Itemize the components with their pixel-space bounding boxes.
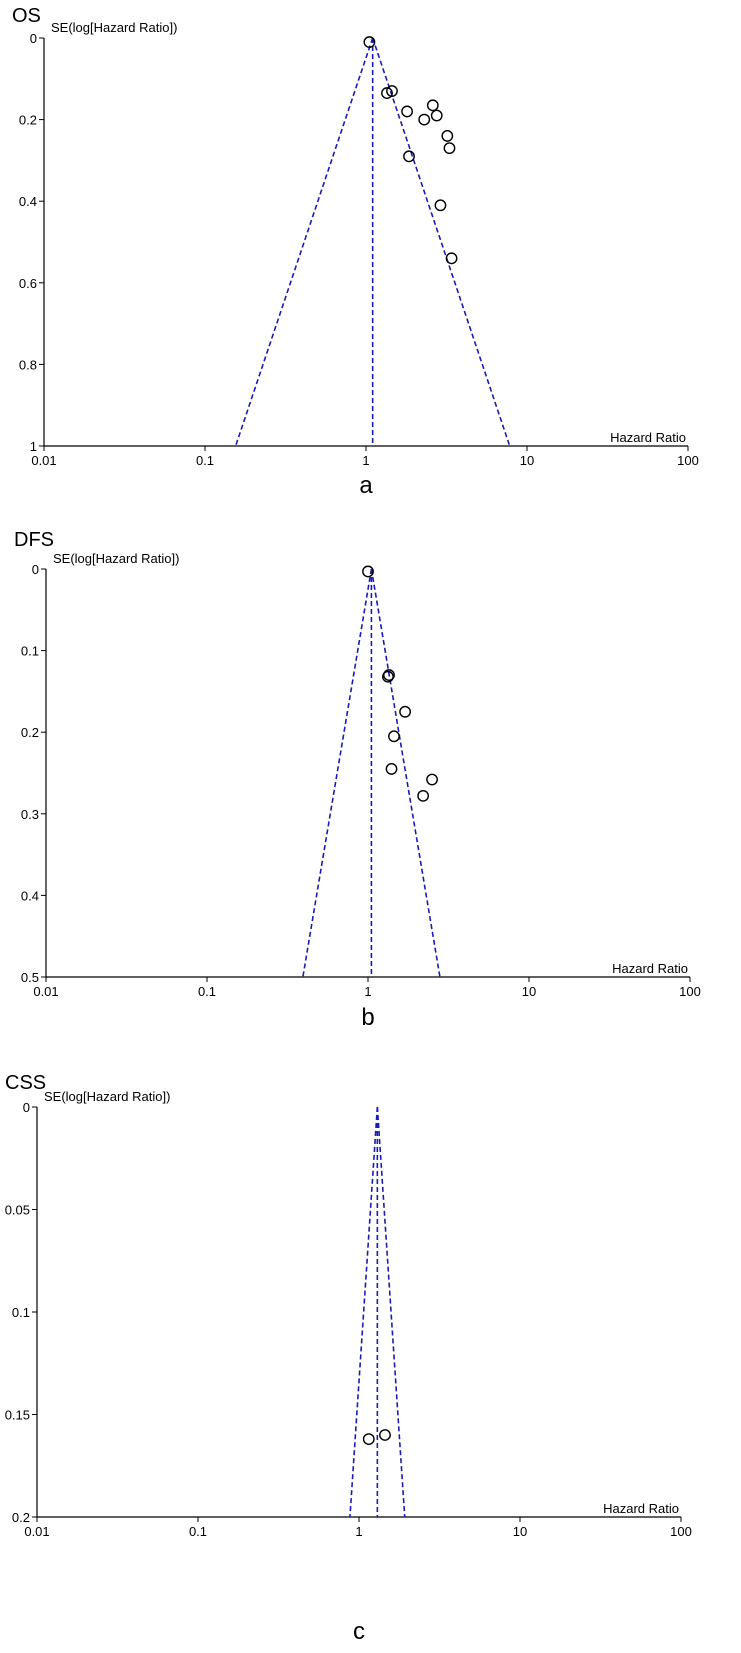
x-axis-label: Hazard Ratio xyxy=(610,430,686,445)
funnel-upper-ci-line xyxy=(371,37,511,447)
study-point xyxy=(426,99,439,112)
x-tick-label: 10 xyxy=(522,984,536,999)
y-tick-label: 0.05 xyxy=(5,1203,30,1218)
study-point xyxy=(388,730,400,743)
funnel-lower-ci-line xyxy=(349,1106,379,1518)
y-axis-label: SE(log[Hazard Ratio]) xyxy=(53,551,179,566)
y-tick-label: 0 xyxy=(32,562,39,577)
study-point xyxy=(401,105,413,118)
x-tick-label: 0.1 xyxy=(196,453,214,468)
y-tick-label: 0.3 xyxy=(21,807,39,822)
x-tick-label: 0.01 xyxy=(33,984,58,999)
study-point xyxy=(426,773,438,786)
x-tick-label: 0.1 xyxy=(198,984,216,999)
panel-label: b xyxy=(361,1004,374,1031)
study-point xyxy=(434,199,447,212)
x-tick-label: 100 xyxy=(677,453,699,468)
study-point xyxy=(362,1433,375,1446)
study-point xyxy=(363,36,376,48)
funnel-lower-ci-line xyxy=(302,568,373,978)
funnel-upper-ci-line xyxy=(370,568,441,978)
panel-label: a xyxy=(359,472,373,499)
y-tick-label: 0.4 xyxy=(19,194,37,209)
y-tick-label: 0.2 xyxy=(12,1510,30,1525)
study-point xyxy=(385,763,398,775)
study-point xyxy=(417,789,430,802)
funnel-lower-ci-line xyxy=(234,37,374,447)
y-tick-label: 0.2 xyxy=(19,113,37,128)
study-point xyxy=(362,565,374,578)
x-axis-label: Hazard Ratio xyxy=(603,1501,679,1516)
y-axis-label: SE(log[Hazard Ratio]) xyxy=(51,20,177,35)
y-tick-label: 0.15 xyxy=(5,1408,30,1423)
x-tick-label: 100 xyxy=(670,1524,692,1539)
x-tick-label: 10 xyxy=(513,1524,527,1539)
x-tick-label: 100 xyxy=(679,984,701,999)
x-axis-label: Hazard Ratio xyxy=(612,961,688,976)
study-point xyxy=(381,87,393,99)
x-tick-label: 1 xyxy=(362,453,369,468)
y-tick-label: 0.2 xyxy=(21,725,39,740)
x-tick-label: 1 xyxy=(364,984,371,999)
chart-title: DFS xyxy=(14,529,54,551)
y-tick-label: 0.5 xyxy=(21,970,39,985)
chart-title: OS xyxy=(12,5,41,27)
x-tick-label: 10 xyxy=(520,453,534,468)
x-tick-label: 1 xyxy=(355,1524,362,1539)
y-tick-label: 0.1 xyxy=(21,644,39,659)
panel-label: c xyxy=(353,1618,365,1645)
x-tick-label: 0.01 xyxy=(31,453,56,468)
x-tick-label: 0.1 xyxy=(189,1524,207,1539)
study-point xyxy=(445,252,458,265)
study-point xyxy=(379,1429,391,1441)
study-point xyxy=(382,670,394,683)
y-tick-label: 0.8 xyxy=(19,357,37,372)
study-point xyxy=(386,85,398,97)
y-tick-label: 0.1 xyxy=(12,1305,30,1320)
chart-title: CSS xyxy=(5,1072,46,1094)
study-point xyxy=(430,109,443,122)
y-tick-label: 0 xyxy=(30,31,37,46)
study-point xyxy=(441,130,454,142)
x-tick-label: 0.01 xyxy=(24,1524,49,1539)
y-tick-label: 1 xyxy=(30,439,37,454)
y-tick-label: 0.4 xyxy=(21,888,39,903)
study-point xyxy=(443,142,456,155)
study-point xyxy=(383,669,395,681)
y-axis-label: SE(log[Hazard Ratio]) xyxy=(44,1089,170,1104)
y-tick-label: 0 xyxy=(23,1100,30,1115)
funnel-upper-ci-line xyxy=(376,1106,406,1518)
study-point xyxy=(418,113,431,126)
study-point xyxy=(403,150,415,163)
study-point xyxy=(399,705,412,718)
y-tick-label: 0.6 xyxy=(19,276,37,291)
